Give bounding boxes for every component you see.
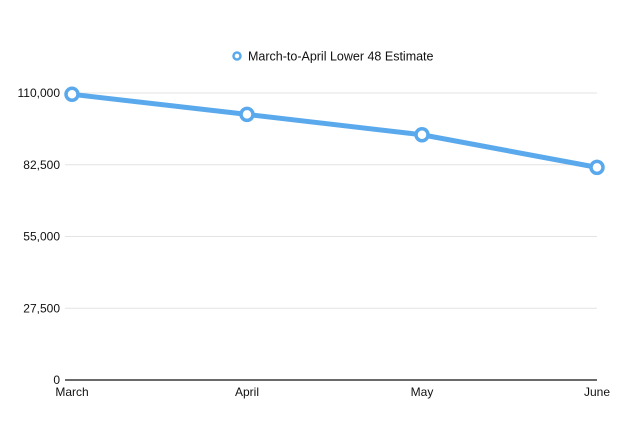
series-line	[69, 91, 600, 170]
x-tick-label: May	[411, 385, 434, 399]
y-tick-label: 82,500	[23, 158, 60, 172]
x-tick-label: June	[584, 385, 610, 399]
legend-marker	[232, 51, 242, 61]
data-point	[414, 126, 430, 143]
data-point	[239, 106, 255, 123]
x-axis-ticks: March April May June	[55, 385, 610, 399]
y-tick-label: 110,000	[18, 86, 61, 100]
data-point	[589, 159, 605, 176]
y-tick-label: 27,500	[23, 301, 60, 315]
legend: March-to-April Lower 48 Estimate	[232, 50, 434, 64]
y-tick-label: 55,000	[23, 230, 60, 244]
series-layer	[64, 86, 605, 176]
legend-label: March-to-April Lower 48 Estimate	[248, 50, 434, 64]
x-tick-label: April	[235, 385, 259, 399]
y-axis-ticks: 0 27,500 55,000 82,500 110,000	[18, 86, 61, 387]
data-point	[64, 86, 80, 103]
x-tick-label: March	[55, 385, 88, 399]
gridlines	[65, 92, 597, 309]
y-tick-label: 0	[53, 373, 60, 387]
